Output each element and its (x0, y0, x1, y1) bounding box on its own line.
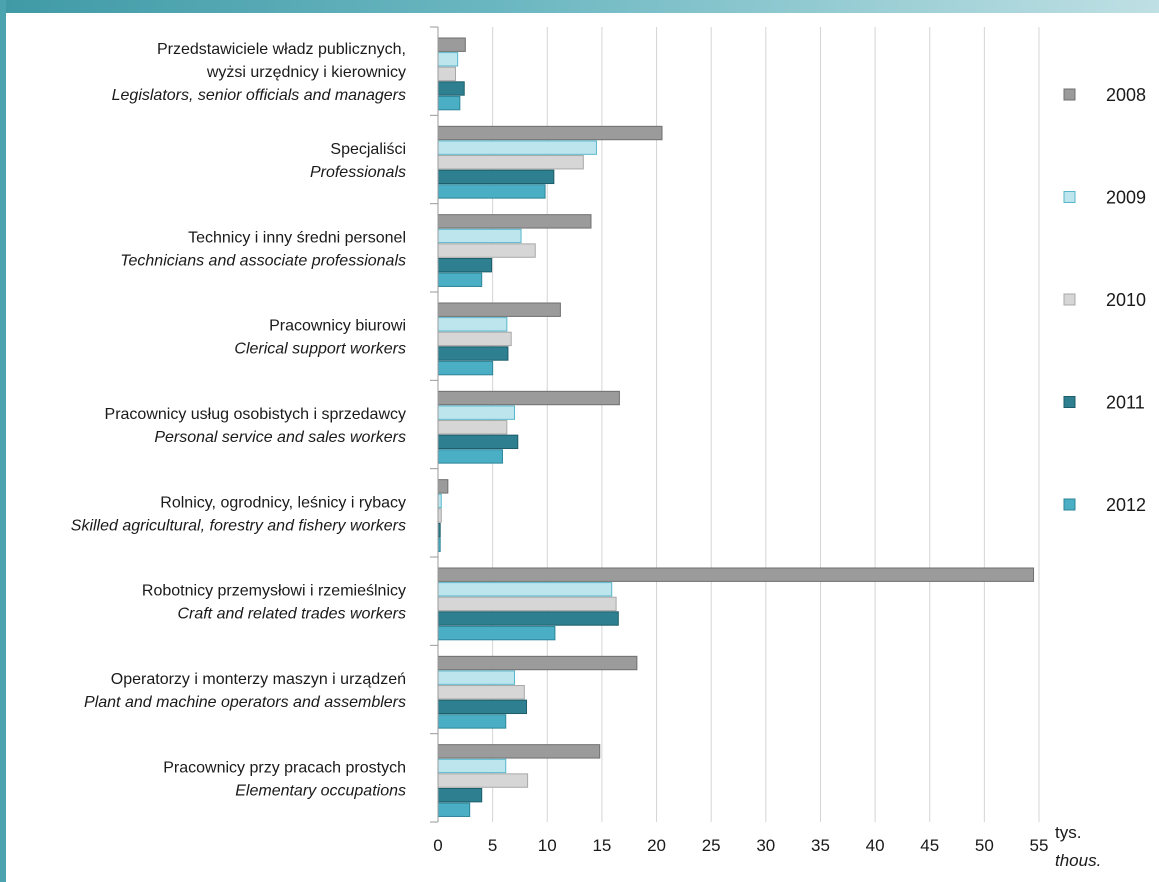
left-border (0, 0, 6, 882)
category-label-en: Skilled agricultural, forestry and fishe… (71, 517, 406, 534)
legend-label-2009: 2009 (1106, 188, 1146, 208)
legend-swatch-2008 (1063, 88, 1076, 101)
bar-2008-cat-4 (437, 390, 620, 406)
x-tick-label: 25 (702, 836, 721, 855)
legend-swatch-2011 (1063, 396, 1076, 408)
x-tick-label: 55 (1030, 836, 1049, 855)
bar-2012-cat-8 (437, 802, 471, 817)
bar-2009-cat-8 (437, 758, 507, 774)
bar-2012-cat-4 (437, 449, 503, 464)
bar-2010-cat-1 (437, 155, 584, 170)
x-tick-label: 50 (975, 836, 994, 855)
category-label-pl: Rolnicy, ogrodnicy, leśnicy i rybacy (160, 494, 406, 511)
category-label-en: Plant and machine operators and assemble… (84, 694, 406, 711)
x-tick-label: 30 (756, 836, 775, 855)
bar-2010-cat-2 (437, 243, 536, 258)
bar-2008-cat-7 (437, 655, 638, 671)
axis-unit: tys. thous. (1055, 823, 1101, 870)
bar-2010-cat-7 (437, 685, 525, 700)
category-label-en: Personal service and sales workers (154, 429, 406, 446)
bar-2008-cat-3 (437, 302, 561, 317)
category-label-en: Professionals (310, 164, 406, 181)
category-label-pl: Pracownicy przy pracach prostych (163, 759, 406, 776)
category-label-en: Clerical support workers (234, 341, 406, 358)
legend: 2008 2009 2010 2011 2012 (1063, 85, 1146, 515)
category-label-pl: Robotnicy przemysłowi i rzemieślnicy (142, 583, 406, 600)
x-tick-label: 15 (592, 836, 611, 855)
category-label-en: Elementary occupations (235, 782, 406, 799)
bar-2012-cat-6 (437, 625, 556, 641)
bar-2011-cat-7 (437, 699, 528, 715)
bar-2011-cat-0 (437, 81, 465, 96)
category-label-pl: Pracownicy biurowi (269, 318, 406, 335)
category-label-pl: Operatorzy i monterzy maszyn i urządzeń (111, 671, 406, 688)
category-label-en: Craft and related trades workers (177, 606, 406, 623)
legend-swatch-2009 (1063, 191, 1076, 203)
x-tick-label: 40 (866, 836, 885, 855)
x-tick-label: 45 (920, 836, 939, 855)
bar-2009-cat-7 (437, 670, 515, 685)
bar-2008-cat-5 (437, 479, 449, 494)
bar-2011-cat-1 (437, 169, 555, 185)
bar-2009-cat-2 (437, 228, 522, 244)
category-label-pl: Specjaliści (330, 141, 406, 158)
category-label-pl: Technicy i inny średni personel (188, 229, 406, 246)
bar-2011-cat-8 (437, 787, 483, 803)
bar-2009-cat-0 (437, 52, 459, 67)
bars (437, 37, 1035, 817)
x-tick-label: 5 (488, 836, 497, 855)
bar-2008-cat-8 (437, 744, 601, 759)
legend-label-2011: 2011 (1106, 393, 1145, 413)
header-band (0, 0, 1159, 13)
x-tick-label: 35 (811, 836, 830, 855)
category-label-en: Legislators, senior officials and manage… (112, 87, 406, 104)
bar-2011-cat-4 (437, 434, 519, 450)
bar-2010-cat-3 (437, 331, 512, 347)
category-label-pl: wyżsi urzędnicy i kierownicy (206, 64, 406, 81)
category-label-en: Technicians and associate professionals (120, 252, 406, 269)
bar-2010-cat-8 (437, 773, 529, 788)
category-labels: Przedstawiciele władz publicznych, wyżsi … (71, 41, 406, 799)
unit-label-en: thous. (1055, 851, 1101, 870)
bar-2009-cat-4 (437, 405, 515, 420)
bar-2012-cat-0 (437, 95, 461, 111)
category-label-pl: Pracownicy usług osobistych i sprzedawcy (105, 406, 406, 423)
legend-swatch-2010 (1063, 293, 1076, 306)
x-tick-label: 0 (433, 836, 442, 855)
bar-2012-cat-3 (437, 360, 494, 376)
bar-2010-cat-6 (437, 596, 617, 612)
unit-label-pl: tys. (1055, 823, 1081, 842)
bar-2010-cat-4 (437, 420, 508, 435)
value-axis: 0 5 10 15 20 25 30 35 40 45 50 55 (430, 26, 1049, 855)
bar-2010-cat-0 (437, 66, 456, 82)
bar-2008-cat-6 (437, 567, 1035, 582)
bar-2012-cat-1 (437, 184, 546, 199)
legend-label-2012: 2012 (1106, 495, 1146, 515)
bar-2008-cat-1 (437, 125, 663, 141)
bar-2012-cat-2 (437, 272, 483, 287)
x-tick-label: 10 (538, 836, 557, 855)
bar-2009-cat-1 (437, 140, 597, 155)
bar-2011-cat-3 (437, 346, 509, 361)
category-label-pl: Przedstawiciele władz publicznych, (157, 41, 406, 58)
bar-2012-cat-7 (437, 714, 507, 729)
legend-swatch-2012 (1063, 498, 1076, 511)
legend-label-2010: 2010 (1106, 290, 1146, 310)
x-tick-label: 20 (647, 836, 666, 855)
bar-2009-cat-6 (437, 582, 613, 597)
bar-2011-cat-2 (437, 257, 493, 273)
bar-2008-cat-0 (437, 37, 466, 52)
bar-2008-cat-2 (437, 214, 592, 229)
bar-2011-cat-6 (437, 611, 619, 626)
bar-2009-cat-3 (437, 317, 508, 332)
legend-label-2008: 2008 (1106, 85, 1146, 105)
